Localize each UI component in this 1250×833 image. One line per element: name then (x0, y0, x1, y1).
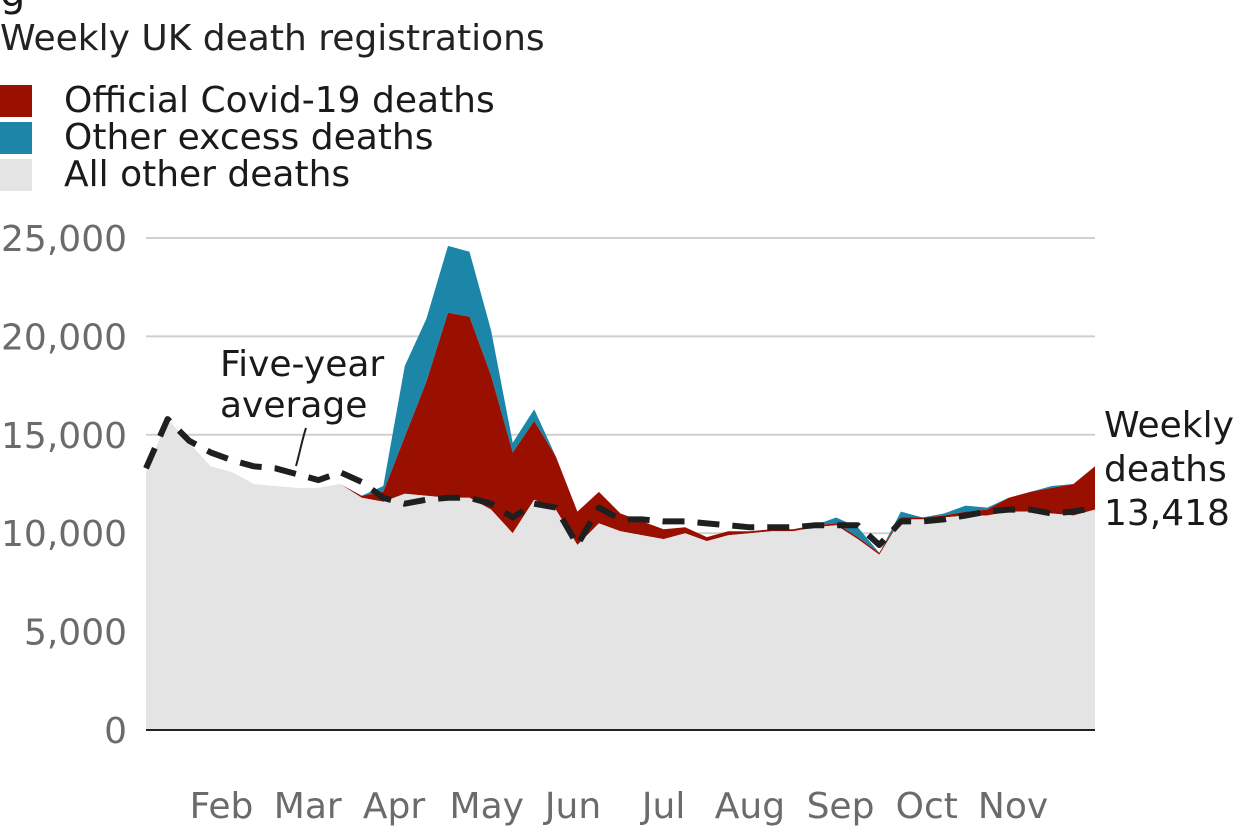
x-tick-label-oct: Oct (896, 786, 958, 827)
x-tick-label-sep: Sep (807, 786, 875, 827)
x-tick-label-nov: Nov (978, 786, 1048, 827)
legend-swatch-covid (0, 84, 32, 117)
legend-item-other-excess: Other excess deaths (0, 117, 495, 158)
five-year-average-line (143, 416, 1096, 548)
chart-title-cut-off: g (0, 0, 25, 16)
area-all-other-deaths (146, 419, 1095, 730)
legend-swatch-all-other (0, 158, 32, 191)
x-tick-label-mar: Mar (274, 786, 342, 827)
chart-subtitle: Weekly UK death registrations (0, 18, 545, 59)
legend-label-all-other: All other deaths (64, 154, 351, 195)
x-tick-label-jul: Jul (640, 786, 685, 827)
legend: Official Covid-19 deaths Other excess de… (0, 80, 495, 195)
legend-label-other-excess: Other excess deaths (64, 117, 434, 158)
y-tick-label-0: 0 (104, 711, 127, 752)
annotation-weekly: Weekly (1104, 405, 1234, 446)
annotation-five-year-average-line2: average (220, 385, 367, 426)
legend-item-all-other: All other deaths (0, 154, 495, 195)
legend-swatch-other-excess (0, 121, 32, 154)
y-tick-label-5000: 5,000 (24, 613, 127, 654)
annotation-weekly-deaths-value: 13,418 (1104, 493, 1230, 534)
y-tick-label-25000: 25,000 (1, 219, 127, 260)
x-tick-label-may: May (450, 786, 524, 827)
annotation-five-year-average-line1: Five-year (220, 344, 384, 385)
x-tick-label-apr: Apr (363, 786, 425, 827)
annotation-pointer-line (295, 427, 307, 467)
y-tick-label-20000: 20,000 (1, 317, 127, 358)
legend-label-covid: Official Covid-19 deaths (64, 80, 495, 121)
y-tick-label-10000: 10,000 (1, 514, 127, 555)
x-tick-label-aug: Aug (715, 786, 785, 827)
y-tick-label-15000: 15,000 (1, 416, 127, 457)
legend-item-covid: Official Covid-19 deaths (0, 80, 495, 121)
annotation-deaths: deaths (1104, 449, 1227, 490)
x-tick-label-jun: Jun (543, 786, 601, 827)
x-tick-label-feb: Feb (190, 786, 254, 827)
